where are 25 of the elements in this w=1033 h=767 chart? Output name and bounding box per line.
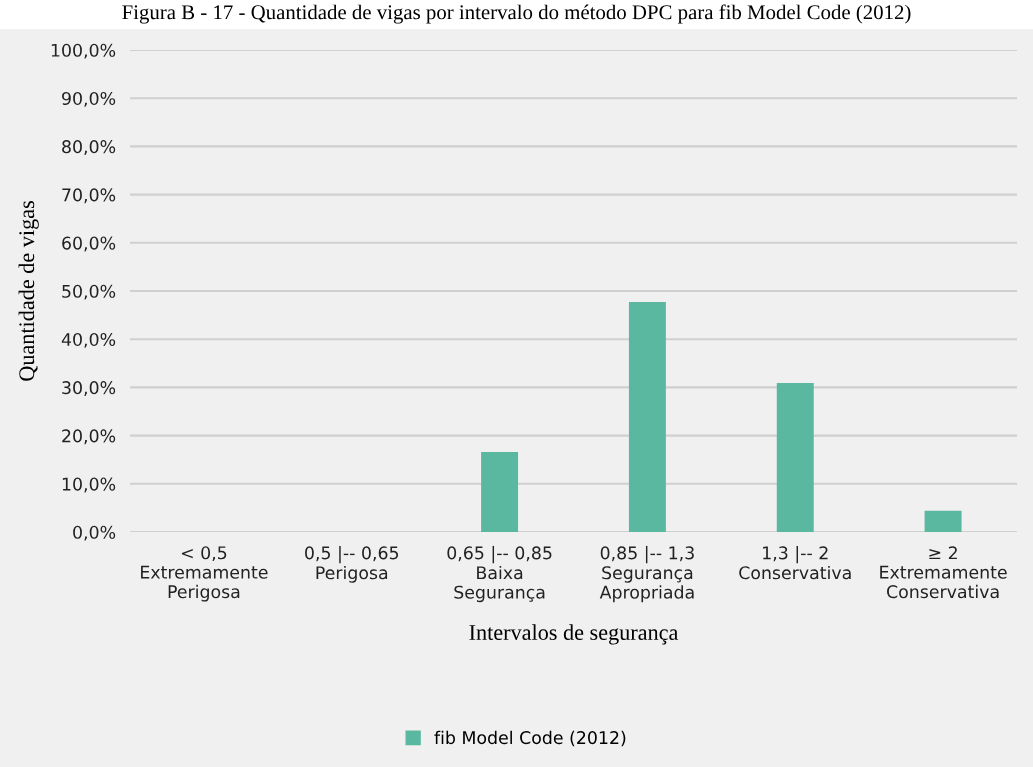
x-tick-label: 0,5 |-- 0,65 Perigosa: [305, 545, 399, 583]
x-axis-title: Intervalos de segurança: [469, 624, 679, 645]
y-tick-label: 90,0%: [62, 91, 116, 107]
bar: [924, 510, 962, 532]
y-tick-label: 0,0%: [73, 525, 116, 541]
y-tick-label: 100,0%: [51, 43, 116, 59]
bar: [481, 451, 519, 532]
x-tick-label: 0,85 |-- 1,3 Segurança Apropriada: [599, 545, 694, 603]
y-tick-label: 50,0%: [62, 284, 116, 300]
bar: [628, 302, 666, 532]
y-tick-label: 40,0%: [61, 332, 116, 348]
y-tick-label: 30,0%: [62, 381, 116, 397]
x-tick-label: 0,65 |-- 0,85 Baixa Segurança: [447, 545, 552, 603]
y-tick-label: 10,0%: [62, 477, 116, 493]
x-tick-label: < 0,5 Extremamente Perigosa: [141, 546, 268, 602]
legend-label: fib Model Code (2012): [434, 730, 626, 747]
y-tick-label: 70,0%: [62, 188, 116, 204]
y-tick-label: 20,0%: [62, 429, 116, 445]
x-tick-label: 1,3 |-- 2 Conservativa: [739, 545, 851, 580]
y-tick-label: 60,0%: [62, 236, 116, 252]
chart-title: Figura B - 17 - Quantidade de vigas por intervalo do método DPC para fib Model Code (2012): [122, 4, 911, 24]
y-axis-title: Quantidade de vigas: [18, 201, 39, 381]
bar: [776, 383, 814, 532]
y-tick-label: 80,0%: [62, 140, 116, 156]
x-tick-label: ≥ 2 Extremamente Conservativa: [880, 546, 1007, 599]
